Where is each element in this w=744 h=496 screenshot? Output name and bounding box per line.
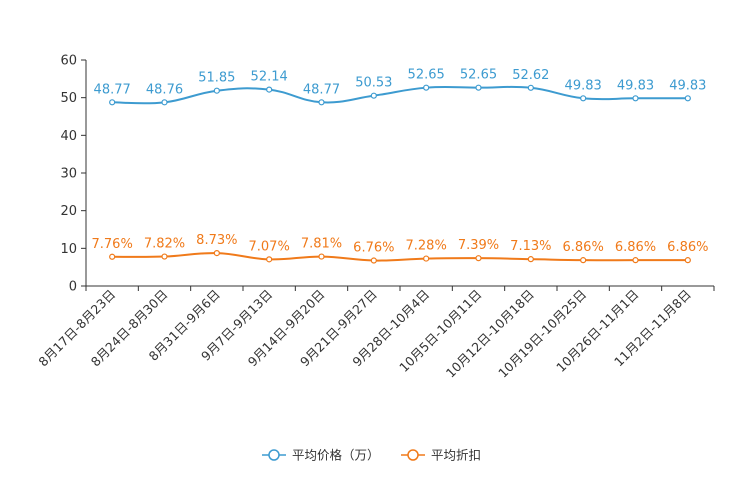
- data-point[interactable]: [684, 95, 691, 102]
- legend-item-1[interactable]: 平均折扣: [401, 448, 481, 463]
- data-label: 52.62: [512, 68, 549, 83]
- y-tick-label: 20: [60, 204, 77, 219]
- data-label: 48.77: [94, 82, 131, 97]
- data-label: 52.65: [460, 68, 497, 83]
- data-point[interactable]: [318, 253, 325, 260]
- data-point[interactable]: [213, 250, 220, 257]
- series-lines: [109, 84, 691, 264]
- data-point[interactable]: [161, 99, 168, 106]
- series-line-1: [112, 252, 688, 262]
- y-tick-label: 30: [60, 167, 77, 182]
- data-point[interactable]: [370, 92, 377, 99]
- y-tick-label: 60: [60, 54, 77, 69]
- data-label: 6.86%: [667, 240, 708, 255]
- data-label: 51.85: [198, 71, 235, 86]
- data-label: 7.28%: [406, 239, 447, 254]
- data-point[interactable]: [580, 95, 587, 102]
- data-label: 50.53: [355, 76, 392, 91]
- series-line-0: [112, 85, 688, 105]
- data-point[interactable]: [161, 253, 168, 260]
- data-label: 52.14: [251, 70, 288, 85]
- data-label: 48.77: [303, 82, 340, 97]
- x-tick-label: 10月19日-10月25日: [495, 287, 589, 381]
- data-label: 49.83: [669, 78, 706, 93]
- data-point[interactable]: [684, 257, 691, 264]
- data-label: 8.73%: [196, 233, 237, 248]
- data-point[interactable]: [370, 257, 377, 264]
- data-label: 49.83: [617, 78, 654, 93]
- data-point[interactable]: [475, 255, 482, 262]
- data-label: 7.76%: [92, 237, 133, 252]
- y-tick-label: 10: [60, 242, 77, 257]
- data-point[interactable]: [632, 95, 639, 102]
- legend-marker-icon: [407, 449, 419, 461]
- data-label: 48.76: [146, 82, 183, 97]
- data-label: 6.86%: [615, 240, 656, 255]
- data-point[interactable]: [632, 257, 639, 264]
- data-point[interactable]: [580, 257, 587, 264]
- legend-label: 平均折扣: [431, 448, 481, 463]
- data-point[interactable]: [266, 86, 273, 93]
- data-label: 49.83: [565, 78, 602, 93]
- data-point[interactable]: [213, 87, 220, 94]
- data-label: 52.65: [408, 68, 445, 83]
- data-label: 7.13%: [510, 239, 551, 254]
- data-label: 7.07%: [249, 239, 290, 254]
- legend-item-0[interactable]: 平均价格（万）: [262, 448, 380, 463]
- data-point[interactable]: [475, 84, 482, 91]
- y-tick-label: 40: [60, 129, 77, 144]
- data-labels: 48.77 48.76 51.85 52.14 48.77 50.53 52.65 52.65…: [92, 68, 709, 256]
- data-label: 6.86%: [563, 240, 604, 255]
- x-tick-label: 10月12日-10月18日: [443, 287, 537, 381]
- data-point[interactable]: [423, 255, 430, 262]
- data-point[interactable]: [109, 99, 116, 106]
- legend-marker-icon: [268, 449, 280, 461]
- data-point[interactable]: [109, 253, 116, 260]
- data-label: 7.82%: [144, 237, 185, 252]
- legend-label: 平均价格（万）: [292, 448, 380, 463]
- data-label: 7.81%: [301, 237, 342, 252]
- y-tick-label: 0: [69, 280, 77, 295]
- legend[interactable]: 平均价格（万） 平均折扣: [262, 448, 481, 463]
- data-label: 7.39%: [458, 238, 499, 253]
- data-point[interactable]: [266, 256, 273, 263]
- data-point[interactable]: [423, 84, 430, 91]
- data-point[interactable]: [527, 84, 534, 91]
- data-point[interactable]: [527, 256, 534, 263]
- y-tick-label: 50: [60, 91, 77, 106]
- data-label: 6.76%: [353, 241, 394, 256]
- data-point[interactable]: [318, 99, 325, 106]
